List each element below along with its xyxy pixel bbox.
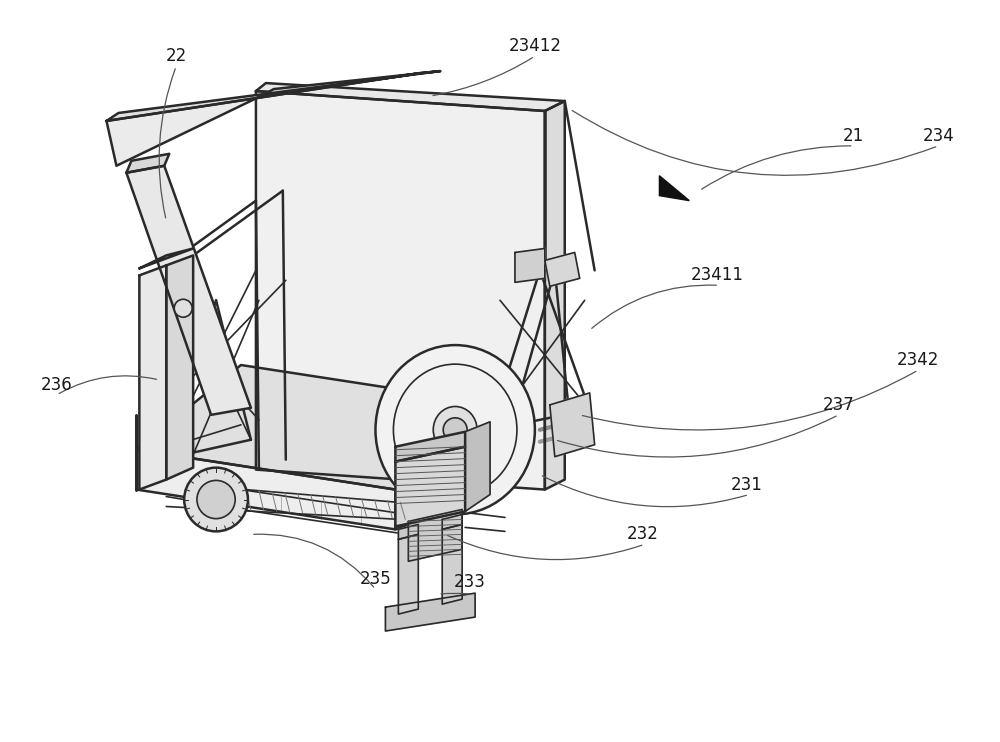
- Text: 235: 235: [360, 570, 391, 588]
- Polygon shape: [515, 249, 545, 283]
- Circle shape: [174, 299, 192, 317]
- Polygon shape: [398, 534, 418, 614]
- Text: 22: 22: [166, 47, 187, 65]
- Text: 232: 232: [627, 525, 658, 543]
- Polygon shape: [256, 91, 545, 490]
- Polygon shape: [261, 71, 440, 96]
- Circle shape: [197, 480, 235, 519]
- Polygon shape: [545, 101, 565, 490]
- Polygon shape: [465, 421, 490, 511]
- Polygon shape: [545, 252, 580, 286]
- Polygon shape: [395, 444, 500, 529]
- Polygon shape: [395, 432, 465, 462]
- Polygon shape: [126, 154, 169, 173]
- Text: 237: 237: [823, 396, 855, 414]
- Polygon shape: [136, 450, 395, 529]
- Polygon shape: [139, 249, 193, 269]
- Circle shape: [184, 467, 248, 531]
- Polygon shape: [126, 165, 251, 415]
- Polygon shape: [408, 510, 462, 561]
- Text: 233: 233: [454, 574, 486, 591]
- Text: 2342: 2342: [897, 351, 940, 369]
- Polygon shape: [106, 73, 420, 165]
- Circle shape: [443, 418, 467, 441]
- Ellipse shape: [433, 407, 477, 453]
- Polygon shape: [256, 83, 565, 111]
- Polygon shape: [442, 525, 462, 604]
- Text: 234: 234: [922, 127, 954, 145]
- Polygon shape: [136, 365, 500, 490]
- Polygon shape: [398, 525, 418, 539]
- Polygon shape: [106, 71, 440, 121]
- Polygon shape: [139, 266, 166, 490]
- Text: 21: 21: [843, 127, 864, 145]
- Polygon shape: [166, 255, 193, 479]
- Text: 23412: 23412: [508, 37, 561, 55]
- Text: 231: 231: [731, 476, 763, 493]
- Text: 23411: 23411: [691, 266, 744, 284]
- Polygon shape: [395, 447, 465, 526]
- Ellipse shape: [375, 345, 535, 514]
- Text: 236: 236: [41, 376, 73, 394]
- Polygon shape: [385, 593, 475, 631]
- Polygon shape: [442, 514, 462, 529]
- Polygon shape: [550, 393, 595, 456]
- Polygon shape: [659, 176, 689, 200]
